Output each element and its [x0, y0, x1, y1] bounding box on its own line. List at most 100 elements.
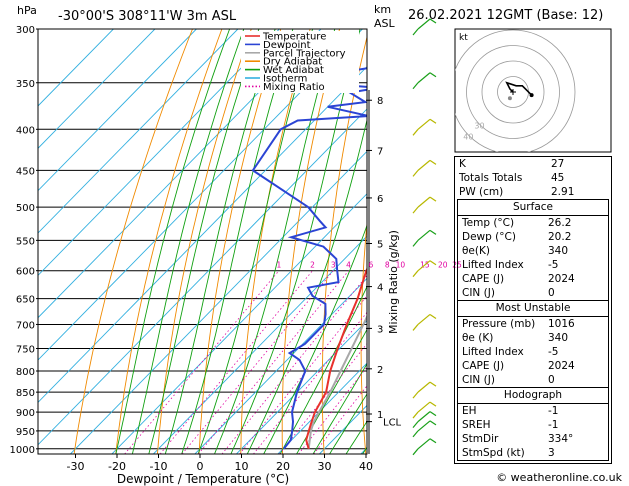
index-value: 20.2: [548, 231, 572, 243]
index-label: Totals Totals: [459, 172, 523, 184]
wind-barb-staff: [417, 118, 431, 130]
pressure-tick-label: 500: [16, 203, 35, 214]
parcel-trajectory-line: [307, 314, 367, 449]
pressure-tick-label: 600: [16, 267, 35, 278]
index-value: 0: [548, 287, 555, 299]
lcl-label: LCL: [383, 418, 402, 429]
temperature-line: [305, 267, 367, 450]
datetime-label: 26.02.2021 12GMT (Base: 12): [408, 8, 603, 23]
wind-barb-flag: [429, 159, 437, 165]
km-label: km: [374, 3, 391, 16]
wet-adiabat-line: [164, 29, 276, 454]
wind-barb-tail: [412, 270, 419, 278]
wet-adiabat-line: [131, 29, 245, 454]
wind-barb-staff: [417, 159, 431, 171]
location-label: -30°00'S 308°11'W 3m ASL: [58, 9, 237, 24]
index-value: 27: [551, 158, 565, 170]
pressure-tick-label: 550: [16, 236, 35, 247]
legend-entry: Dry Adiabat: [263, 57, 322, 68]
wet-adiabat-line: [197, 29, 314, 454]
height-tick-label: 1: [377, 410, 383, 421]
index-label: θe(K): [462, 245, 490, 257]
wind-barb-staff: [417, 401, 431, 413]
wet-adiabat-line: [296, 328, 367, 454]
surface-title: Surface: [458, 199, 608, 216]
mixing-ratio-label: 6: [369, 261, 374, 270]
index-value: 3: [548, 447, 555, 459]
wind-barb-flag: [429, 381, 437, 387]
index-row: Temp (°C) 26.2: [458, 216, 608, 230]
hodograph-ring: [466, 45, 560, 139]
wind-barb: [412, 313, 437, 331]
index-row: CAPE (J) 2024: [458, 359, 608, 373]
wind-barb-staff: [417, 229, 431, 241]
index-row: Lifted Index -5: [458, 345, 608, 359]
legend-entry: Mixing Ratio: [263, 82, 325, 93]
index-row: θe(K) 340: [458, 244, 608, 258]
wet-adiabat-line: [214, 29, 336, 454]
mixing-ratio-labels: 12346810152025: [276, 261, 462, 270]
isotherm-line: [38, 29, 239, 234]
mixing-ratio-label: 2: [310, 261, 315, 270]
index-row: Totals Totals 45: [455, 171, 611, 185]
wind-barb-tail: [412, 82, 419, 90]
index-row: EH -1: [458, 404, 608, 418]
index-row: CIN (J) 0: [458, 286, 608, 300]
index-label: SREH: [462, 419, 491, 431]
wind-barb: [412, 72, 437, 90]
wind-barb-flag: [429, 411, 437, 417]
index-row: Lifted Index -5: [458, 258, 608, 272]
wet-adiabat-line: [230, 29, 361, 454]
wet-adiabat-line: [115, 29, 231, 454]
isotherm-line: [277, 362, 367, 454]
temperature-tick-label: -20: [108, 460, 126, 473]
temperature-tick-label: 0: [197, 460, 204, 473]
isotherm-line: [111, 193, 367, 454]
wet-adiabat-line: [312, 363, 367, 454]
wind-barb-flag: [429, 72, 437, 78]
wind-barb: [412, 159, 437, 177]
mixing-ratio-label: 8: [385, 261, 390, 270]
hodograph-endpoint: [529, 93, 534, 98]
index-row: CIN (J) 0: [458, 373, 608, 387]
wind-barb-staff: [417, 18, 431, 30]
legend-background: [241, 31, 359, 93]
wind-barb-tail: [412, 169, 419, 177]
wind-barb-staff: [417, 196, 431, 208]
pressure-tick-label: 700: [16, 320, 35, 331]
index-row: Dewp (°C) 20.2: [458, 230, 608, 244]
index-row: SREH -1: [458, 418, 608, 432]
isotherm-line: [194, 277, 367, 454]
isotherm-line: [70, 150, 367, 454]
index-label: Temp (°C): [462, 217, 515, 229]
temperature-tick-label: 10: [235, 460, 249, 473]
plot-frame: [37, 28, 368, 455]
hodograph-ring: [455, 29, 576, 152]
hodograph-box: Hodograph EH -1 SREH -1 StmDir 334° StmSpd (kt…: [457, 387, 609, 461]
wind-barb-flag: [429, 18, 437, 24]
most-unstable-box: Most Unstable Pressure (mb) 1016 θe (K) 340…: [457, 300, 609, 387]
pressure-tick-label: 950: [16, 427, 35, 438]
wind-barb-tail: [412, 206, 419, 214]
storm-motion-marker: [507, 96, 512, 101]
dry-adiabat-line: [73, 29, 193, 454]
index-label: StmDir: [462, 433, 499, 445]
copyright-label: © weatheronline.co.uk: [496, 471, 622, 484]
wet-adiabat-line: [329, 393, 367, 454]
wind-barb: [412, 381, 437, 399]
wind-barb-staff: [417, 313, 431, 325]
mixing-ratio-line: [239, 295, 367, 454]
height-tick-label: 4: [377, 283, 383, 294]
dry-adiabat-line: [360, 219, 367, 454]
wind-barb-staff: [417, 438, 431, 450]
isotherm-line: [38, 108, 367, 446]
wind-barb-staff: [417, 381, 431, 393]
isotherm-line: [236, 320, 367, 454]
index-value: -1: [548, 419, 559, 431]
plot-background-lines: [38, 29, 367, 454]
mixing-ratio-line: [221, 274, 367, 454]
most-unstable-title: Most Unstable: [458, 300, 608, 317]
